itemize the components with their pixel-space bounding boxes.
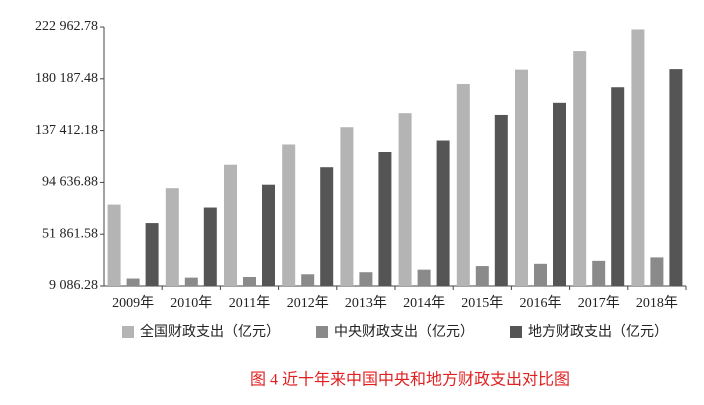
x-tick-label: 2015年 — [461, 295, 503, 311]
bar — [340, 127, 354, 286]
bar — [494, 114, 508, 286]
legend-label: 中央财政支出（亿元） — [334, 324, 474, 340]
bar — [475, 266, 489, 286]
y-tick-label: 180 187.48 — [35, 71, 98, 86]
bar — [436, 140, 450, 286]
bar — [398, 113, 412, 286]
bar — [126, 278, 140, 286]
bar — [107, 204, 121, 286]
bar — [650, 257, 664, 286]
chart-caption: 图 4 近十年来中国中央和地方财政支出对比图 — [250, 371, 570, 389]
y-tick-label: 222 962.78 — [35, 19, 98, 34]
bar — [378, 152, 392, 286]
bar — [203, 207, 217, 286]
bar — [456, 84, 470, 286]
bar — [320, 167, 334, 286]
bar — [534, 263, 547, 286]
y-tick-label: 51 861.58 — [42, 226, 98, 241]
x-tick-label: 2012年 — [287, 295, 329, 311]
bar — [262, 184, 275, 286]
bar — [573, 51, 587, 286]
bar — [184, 277, 198, 286]
bar — [611, 87, 625, 286]
bar — [301, 274, 315, 286]
bar — [631, 29, 645, 287]
legend-swatch — [316, 326, 328, 338]
bar — [515, 69, 528, 286]
bar — [669, 69, 683, 287]
bar — [243, 277, 256, 286]
legend-label: 地方财政支出（亿元） — [528, 324, 668, 340]
legend-label: 全国财政支出（亿元） — [140, 323, 280, 340]
y-tick-label: 9 086.28 — [49, 278, 98, 293]
legend-swatch — [510, 326, 522, 338]
y-tick-label: 137 412.18 — [35, 123, 98, 138]
bar — [224, 164, 237, 286]
bar — [165, 188, 179, 286]
y-tick-label: 94 636.88 — [42, 175, 98, 190]
x-tick-label: 2010年 — [170, 295, 212, 311]
x-tick-label: 2011年 — [229, 295, 270, 311]
x-tick-label: 2016年 — [520, 295, 562, 311]
x-tick-label: 2013年 — [345, 295, 387, 311]
bar — [553, 102, 566, 286]
x-tick-label: 2014年 — [403, 295, 445, 311]
legend-swatch — [122, 326, 134, 338]
x-tick-label: 2018年 — [636, 295, 678, 311]
x-tick-label: 2017年 — [578, 295, 620, 311]
bar — [359, 272, 373, 286]
x-tick-label: 2009年 — [112, 295, 154, 311]
bar — [145, 223, 159, 286]
bar — [282, 144, 296, 286]
bar — [417, 269, 431, 286]
bar — [592, 260, 606, 286]
